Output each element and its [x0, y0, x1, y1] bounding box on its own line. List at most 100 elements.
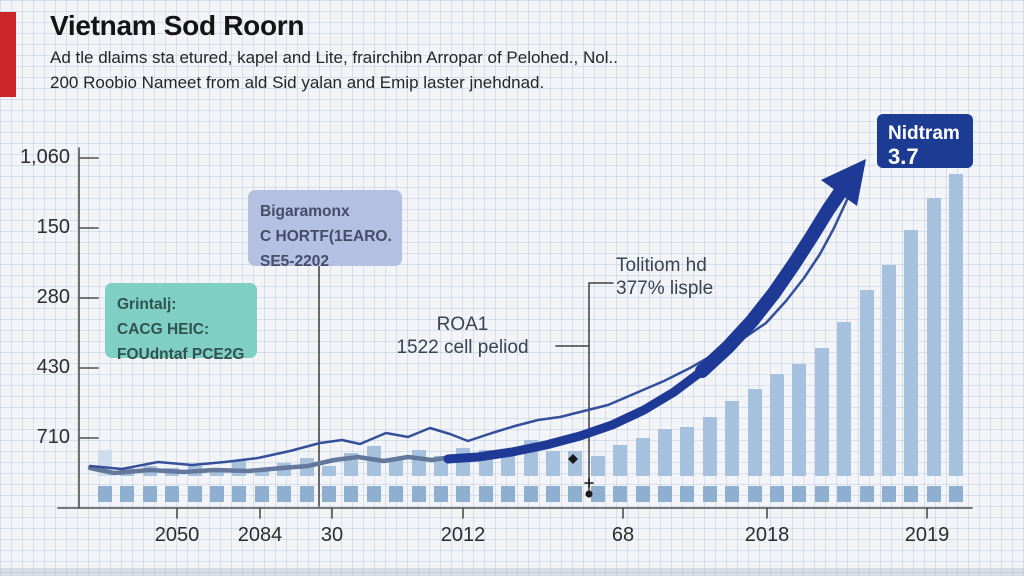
bar: [98, 450, 112, 476]
bar: [926, 198, 941, 476]
bar: [187, 466, 202, 476]
bar: [322, 466, 336, 476]
x-axis-label: 2084: [237, 524, 283, 546]
bar: [792, 364, 807, 476]
bar-marker: [434, 486, 448, 502]
bar-marker: [389, 486, 404, 502]
bar-marker: [635, 486, 650, 502]
bar: [568, 451, 583, 476]
x-axis-label: 68: [611, 524, 635, 546]
growth-annotation-line-1: Tolitiom hd: [616, 255, 707, 276]
bar: [680, 427, 695, 476]
callout-lavender-line-3: SE5-2202: [260, 253, 329, 270]
x-axis-label: 2019: [904, 524, 950, 546]
bar-marker: [187, 486, 202, 502]
y-axis-label: 1,060: [19, 146, 70, 168]
bar-marker: [949, 486, 964, 502]
bar-marker: [142, 486, 157, 502]
bar-marker: [770, 486, 784, 502]
bar-marker: [411, 486, 426, 502]
x-axis-label: 2012: [440, 524, 486, 546]
bar: [747, 389, 762, 476]
bar: [523, 440, 538, 476]
bar: [658, 429, 672, 476]
subtitle-line-1: Ad tle dlaims sta etured, kapel and Lite…: [50, 48, 618, 67]
bar-marker: [658, 486, 672, 502]
bar: [725, 401, 740, 476]
bar-marker: [277, 486, 292, 502]
badge-label: Nidtram: [888, 123, 960, 144]
x-axis-label: 2018: [744, 524, 790, 546]
bar-marker: [165, 486, 180, 502]
bar: [882, 265, 896, 476]
bar-marker: [523, 486, 538, 502]
bar-marker: [299, 486, 314, 502]
bar: [613, 445, 628, 476]
bar-marker: [613, 486, 628, 502]
bar-marker: [254, 486, 269, 502]
bar: [165, 468, 180, 476]
x-axis-label: 30: [320, 524, 344, 546]
bar: [770, 374, 784, 476]
bar: [389, 458, 404, 476]
bar-marker: [344, 486, 359, 502]
bar-marker: [859, 486, 874, 502]
bar-marker: [366, 486, 381, 502]
bar-marker: [814, 486, 829, 502]
callout-lavender: Bigaramonx C HORTF(1EARO. SE5-2202: [248, 190, 402, 270]
roa-annotation: ROA1 1522 cell peliod: [380, 313, 545, 359]
bar-marker: [501, 486, 516, 502]
y-axis-label: 280: [36, 286, 70, 308]
callout-teal: Grintalj: CACG HEIC: FOUdntaf PCE2G: [105, 283, 257, 363]
bar: [501, 452, 516, 476]
bar: [702, 417, 717, 476]
callout-teal-line-3: FOUdntaf PCE2G: [117, 346, 245, 363]
red-accent-bar: [0, 12, 16, 97]
bar-marker: [680, 486, 695, 502]
bar: [546, 451, 560, 476]
bar-marker: [568, 486, 583, 502]
bar: [142, 466, 157, 476]
bar: [635, 438, 650, 476]
bar: [344, 453, 359, 476]
bar: [904, 230, 919, 476]
bar-marker: [478, 486, 493, 502]
bar: [949, 174, 964, 476]
bar-marker: [120, 486, 135, 502]
bar: [434, 456, 448, 476]
page-title: Vietnam Sod Roorn: [50, 10, 305, 41]
roa-annotation-line-1: ROA1: [436, 314, 489, 335]
bar-marker: [232, 486, 247, 502]
bar-marker: [702, 486, 717, 502]
bar: [366, 446, 381, 476]
bar-marker: [725, 486, 740, 502]
value-badge: Nidtram 3.7: [877, 114, 973, 168]
bar-marker: [322, 486, 336, 502]
bar: [120, 468, 135, 476]
bar: [814, 348, 829, 476]
bar-marker: [882, 486, 896, 502]
bar: [277, 463, 292, 476]
growth-annotation-line-2: 377% lisple: [616, 278, 714, 299]
bar: [859, 290, 874, 476]
bar-marker: [590, 486, 605, 502]
roa-annotation-line-2: 1522 cell peliod: [396, 337, 529, 358]
y-axis-label: 710: [36, 426, 70, 448]
bar-marker: [98, 486, 112, 502]
bar-marker: [904, 486, 919, 502]
callout-teal-line-2: CACG HEIC:: [117, 321, 210, 338]
y-axis-label: 150: [36, 216, 70, 238]
bar-marker: [210, 486, 224, 502]
bar-marker: [837, 486, 852, 502]
callout-teal-line-1: Grintalj:: [117, 296, 177, 313]
badge-value: 3.7: [888, 144, 919, 169]
bar-marker: [792, 486, 807, 502]
bar: [299, 458, 314, 476]
callout-lavender-line-1: Bigaramonx: [260, 203, 350, 220]
bar: [411, 450, 426, 476]
bar-marker: [926, 486, 941, 502]
bar: [456, 448, 471, 476]
y-axis-label: 430: [36, 356, 70, 378]
bar: [837, 322, 852, 476]
